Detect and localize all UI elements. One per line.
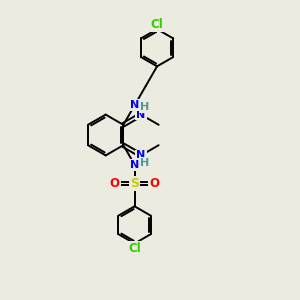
Text: Cl: Cl <box>128 242 141 255</box>
Text: N: N <box>130 100 139 110</box>
Text: S: S <box>130 177 139 190</box>
Text: Cl: Cl <box>151 18 164 31</box>
Text: N: N <box>136 110 146 120</box>
Text: H: H <box>140 102 149 112</box>
Text: N: N <box>130 160 139 170</box>
Text: H: H <box>140 158 149 168</box>
Text: O: O <box>149 177 159 190</box>
Text: N: N <box>136 150 146 161</box>
Text: O: O <box>110 177 120 190</box>
